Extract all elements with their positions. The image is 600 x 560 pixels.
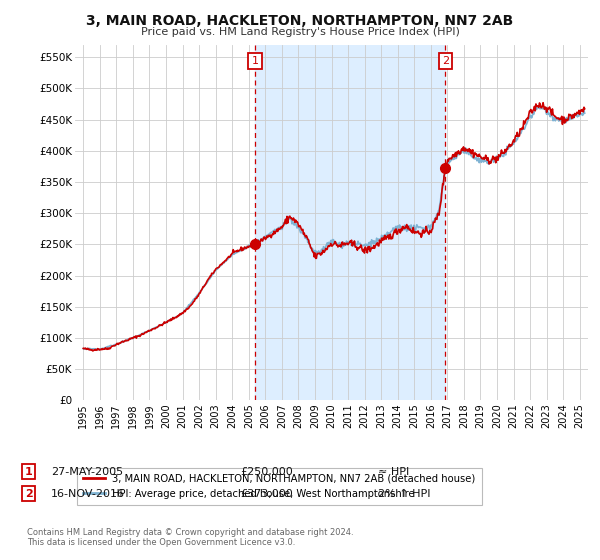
Text: 16-NOV-2016: 16-NOV-2016	[51, 489, 125, 499]
Text: 2: 2	[442, 56, 449, 66]
Text: 2: 2	[25, 489, 32, 499]
Text: £373,000: £373,000	[240, 489, 293, 499]
Text: 1: 1	[25, 466, 32, 477]
Text: 3, MAIN ROAD, HACKLETON, NORTHAMPTON, NN7 2AB: 3, MAIN ROAD, HACKLETON, NORTHAMPTON, NN…	[86, 14, 514, 28]
Legend: 3, MAIN ROAD, HACKLETON, NORTHAMPTON, NN7 2AB (detached house), HPI: Average pri: 3, MAIN ROAD, HACKLETON, NORTHAMPTON, NN…	[77, 468, 482, 505]
Text: 2% ↑ HPI: 2% ↑ HPI	[378, 489, 431, 499]
Text: Price paid vs. HM Land Registry's House Price Index (HPI): Price paid vs. HM Land Registry's House …	[140, 27, 460, 37]
Text: 27-MAY-2005: 27-MAY-2005	[51, 466, 123, 477]
Text: Contains HM Land Registry data © Crown copyright and database right 2024.
This d: Contains HM Land Registry data © Crown c…	[27, 528, 353, 547]
Text: 1: 1	[251, 56, 259, 66]
Bar	[255, 45, 445, 400]
Text: £250,000: £250,000	[240, 466, 293, 477]
Text: ≈ HPI: ≈ HPI	[378, 466, 409, 477]
